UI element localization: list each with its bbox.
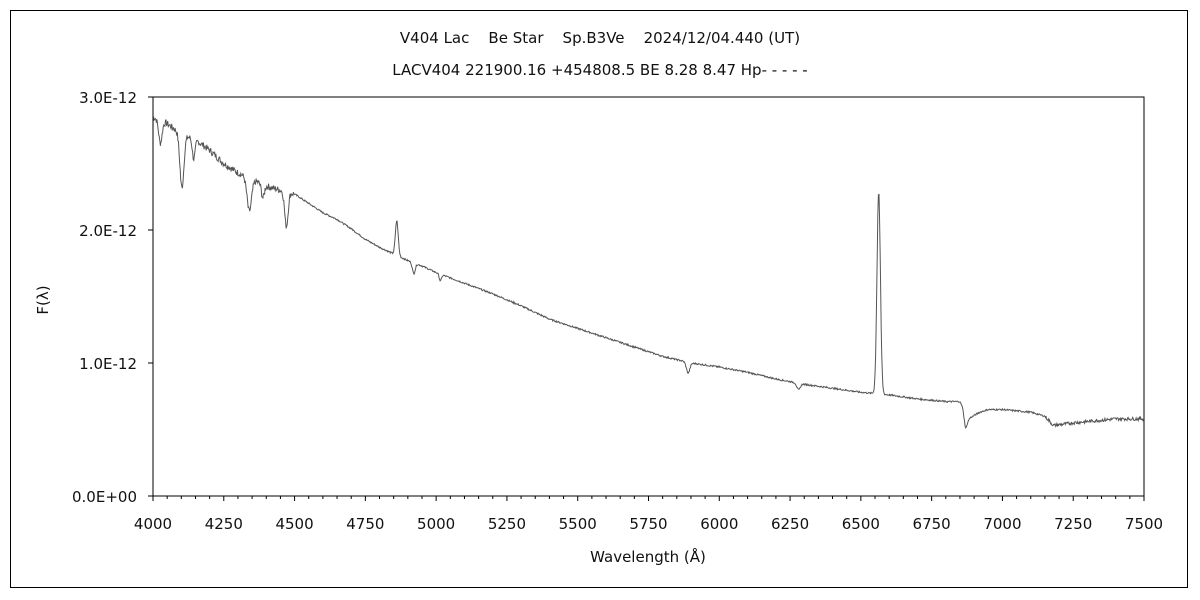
x-tick-label: 5000 <box>417 515 455 533</box>
x-tick-label: 6000 <box>700 515 738 533</box>
x-tick-label: 6250 <box>771 515 809 533</box>
x-axis: 4000 4250 4500 4750 5000 5250 5500 5750 6000 6250… <box>134 496 1163 533</box>
chart-frame <box>10 10 1188 588</box>
x-tick-label: 4250 <box>205 515 243 533</box>
y-axis-label: F(λ) <box>34 285 52 314</box>
x-tick-label: 4500 <box>275 515 313 533</box>
x-tick-label: 5250 <box>488 515 526 533</box>
plot-area-border <box>152 96 1145 497</box>
x-tick-label: 7000 <box>983 515 1021 533</box>
x-tick-label: 5500 <box>559 515 597 533</box>
x-axis-label: Wavelength (Å) <box>590 547 706 566</box>
x-tick-label: 6750 <box>913 515 951 533</box>
chart-subtitle: LACV404 221900.16 +454808.5 BE 8.28 8.47… <box>392 61 808 79</box>
y-tick-label: 1.0E-12 <box>79 355 137 373</box>
x-tick-label: 7250 <box>1054 515 1092 533</box>
spectrum-series-line <box>152 116 1145 429</box>
x-tick-label: 5750 <box>629 515 667 533</box>
x-tick-label: 4000 <box>134 515 172 533</box>
x-tick-label: 4750 <box>346 515 384 533</box>
y-tick-label: 0.0E+00 <box>72 488 137 506</box>
y-tick-label: 2.0E-12 <box>79 222 137 240</box>
x-tick-label: 6500 <box>842 515 880 533</box>
x-tick-label: 7500 <box>1125 515 1163 533</box>
chart-title: V404 Lac Be Star Sp.B3Ve 2024/12/04.440 … <box>399 29 801 47</box>
y-tick-label: 3.0E-12 <box>79 89 137 107</box>
y-axis: 0.0E+00 1.0E-12 2.0E-12 3.0E-12 <box>72 89 153 506</box>
